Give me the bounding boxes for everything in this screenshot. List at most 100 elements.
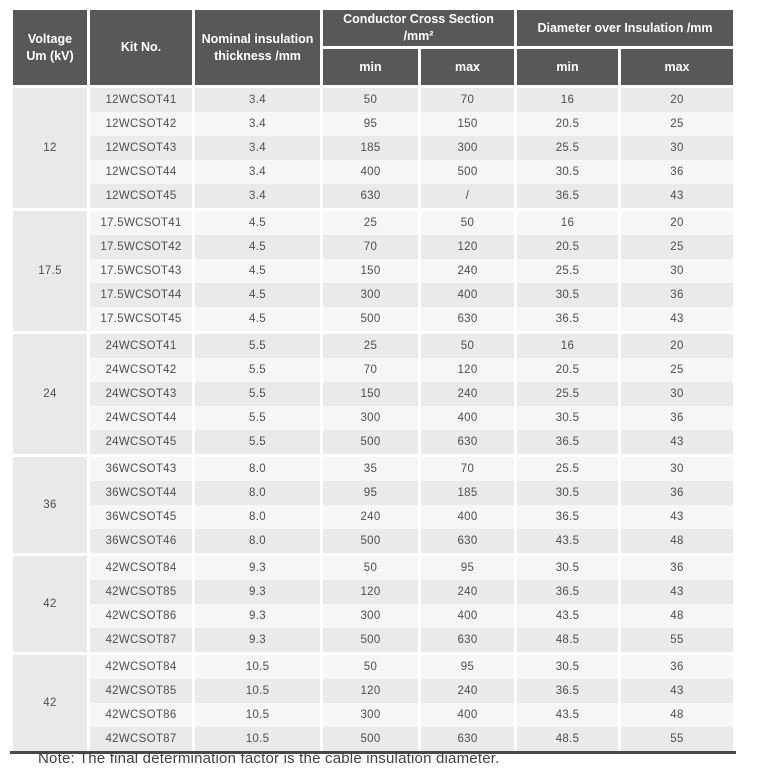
cell-doi-min: 30.5	[517, 652, 618, 679]
cell-ccs-min: 50	[323, 85, 418, 112]
cell-thickness: 5.5	[195, 358, 320, 382]
table-row: 42WCSOT86 10.5 300 400 43.5 48	[13, 703, 733, 727]
cell-ccs-min: 630	[323, 184, 418, 208]
table-row: 42WCSOT87 10.5 500 630 48.5 55	[13, 727, 733, 751]
cell-ccs-min: 400	[323, 160, 418, 184]
cell-doi-max: 55	[621, 628, 733, 652]
cell-doi-min: 48.5	[517, 727, 618, 751]
cell-doi-min: 36.5	[517, 580, 618, 604]
cell-kit-no: 12WCSOT43	[90, 136, 192, 160]
table-body: 12 12WCSOT41 3.4 50 70 16 20 12WCSOT42 3.4 95 150 2…	[13, 85, 733, 751]
cell-kit-no: 36WCSOT44	[90, 481, 192, 505]
cell-ccs-max: 500	[421, 160, 514, 184]
cell-doi-min: 36.5	[517, 307, 618, 331]
cell-doi-max: 25	[621, 112, 733, 136]
table-row: 24 24WCSOT41 5.5 25 50 16 20	[13, 331, 733, 454]
cell-ccs-min: 70	[323, 235, 418, 259]
table-row: 17.5WCSOT45 4.5 500 630 36.5 43	[13, 307, 733, 331]
table-row: 24WCSOT44 5.5 300 400 30.5 36	[13, 406, 733, 430]
header-conductor-cross-section: Conductor Cross Section /mm²	[323, 10, 514, 49]
cell-thickness: 5.5	[195, 382, 320, 406]
cell-ccs-max: 300	[421, 136, 514, 160]
cell-ccs-max: 120	[421, 235, 514, 259]
cell-ccs-min: 120	[323, 580, 418, 604]
cell-doi-min: 25.5	[517, 259, 618, 283]
cell-kit-no: 42WCSOT85	[90, 679, 192, 703]
cell-doi-min: 20.5	[517, 235, 618, 259]
header-doi-min: min	[517, 49, 618, 85]
cell-kit-no: 42WCSOT86	[90, 604, 192, 628]
cell-ccs-max: 120	[421, 358, 514, 382]
cell-ccs-min: 500	[323, 307, 418, 331]
cell-ccs-min: 50	[323, 553, 418, 580]
table-row: 42 42WCSOT84 9.3 50 95 30.5 36	[13, 553, 733, 652]
cell-doi-max: 43	[621, 184, 733, 208]
table-row: 12 12WCSOT41 3.4 50 70 16 20	[13, 85, 733, 208]
cell-thickness: 4.5	[195, 307, 320, 331]
cell-kit-no: 42WCSOT86	[90, 703, 192, 727]
cell-ccs-min: 25	[323, 208, 418, 235]
table-row: 36WCSOT44 8.0 95 185 30.5 36	[13, 481, 733, 505]
cell-thickness: 3.4	[195, 136, 320, 160]
cell-thickness: 9.3	[195, 580, 320, 604]
cell-thickness: 10.5	[195, 679, 320, 703]
cell-kit-no: 42WCSOT84	[90, 652, 192, 679]
cell-doi-min: 30.5	[517, 406, 618, 430]
table-row: 12WCSOT45 3.4 630/36.5 43	[13, 184, 733, 208]
cell-doi-max: 48	[621, 529, 733, 553]
cell-doi-max: 36	[621, 406, 733, 430]
header-ccs-min: min	[323, 49, 418, 85]
cell-ccs-min: 25	[323, 331, 418, 358]
cell-doi-max: 55	[621, 727, 733, 751]
cell-thickness: 3.4	[195, 112, 320, 136]
cell-doi-min: 25.5	[517, 136, 618, 160]
cell-kit-no: 12WCSOT42	[90, 112, 192, 136]
cell-ccs-max: 400	[421, 505, 514, 529]
table-row: 12WCSOT42 3.4 95 150 20.5 25	[13, 112, 733, 136]
cell-doi-max: 36	[621, 283, 733, 307]
cell-ccs-max: 400	[421, 604, 514, 628]
cell-ccs-max: 630	[421, 529, 514, 553]
cell-thickness: 5.5	[195, 406, 320, 430]
cell-ccs-min: 500	[323, 727, 418, 751]
cell-ccs-max: 630	[421, 307, 514, 331]
cell-doi-max: 48	[621, 604, 733, 628]
cell-ccs-min: 95	[323, 481, 418, 505]
cell-ccs-max: 185	[421, 481, 514, 505]
voltage-group-cell: 42	[13, 553, 87, 652]
cell-ccs-min: 150	[323, 259, 418, 283]
cable-kit-spec-table: Voltage Um (kV) Kit No. Nominal insulati…	[10, 10, 736, 754]
cell-ccs-min: 300	[323, 604, 418, 628]
cell-ccs-min: 120	[323, 679, 418, 703]
cell-ccs-max: 630	[421, 727, 514, 751]
cell-doi-min: 30.5	[517, 481, 618, 505]
cell-kit-no: 17.5WCSOT44	[90, 283, 192, 307]
cell-ccs-min: 500	[323, 430, 418, 454]
cell-doi-min: 43.5	[517, 529, 618, 553]
cell-doi-max: 30	[621, 136, 733, 160]
cell-thickness: 10.5	[195, 652, 320, 679]
cell-doi-min: 16	[517, 85, 618, 112]
cell-doi-max: 20	[621, 208, 733, 235]
cell-thickness: 8.0	[195, 481, 320, 505]
cell-thickness: 4.5	[195, 208, 320, 235]
table-row: 36 36WCSOT43 8.0 35 70 25.5 30	[13, 454, 733, 553]
cell-ccs-min: 500	[323, 628, 418, 652]
voltage-group-cell: 24	[13, 331, 87, 454]
cell-doi-max: 43	[621, 580, 733, 604]
cell-doi-min: 30.5	[517, 283, 618, 307]
cell-doi-min: 20.5	[517, 358, 618, 382]
table-row: 17.5WCSOT42 4.5 70 120 20.5 25	[13, 235, 733, 259]
cell-doi-min: 36.5	[517, 679, 618, 703]
cell-doi-max: 48	[621, 703, 733, 727]
cell-ccs-min: 150	[323, 382, 418, 406]
cell-kit-no: 12WCSOT45	[90, 184, 192, 208]
cell-kit-no: 42WCSOT84	[90, 553, 192, 580]
voltage-group-cell: 12	[13, 85, 87, 208]
table-row: 12WCSOT44 3.4 400 500 30.5 36	[13, 160, 733, 184]
cell-kit-no: 24WCSOT42	[90, 358, 192, 382]
cell-ccs-max: 240	[421, 580, 514, 604]
cell-thickness: 4.5	[195, 235, 320, 259]
cell-ccs-max: 400	[421, 406, 514, 430]
